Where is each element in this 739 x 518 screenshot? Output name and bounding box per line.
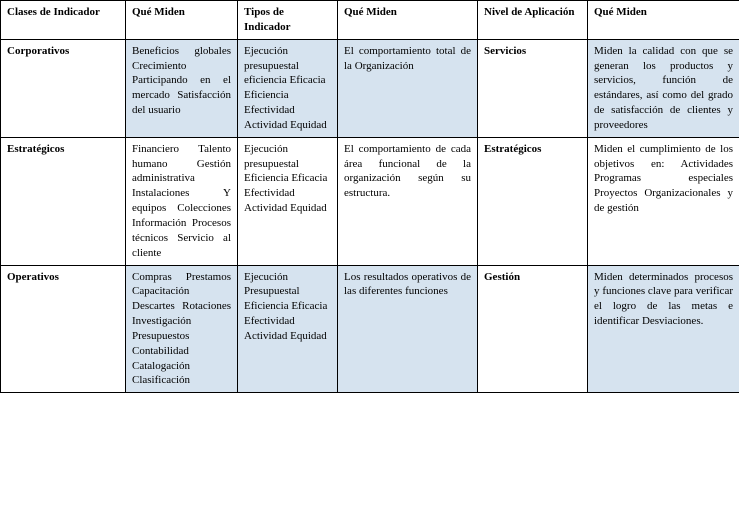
table-row: Estratégicos Financiero Talento humano G…	[1, 137, 739, 265]
cell-clase: Corporativos	[1, 39, 126, 137]
cell-que-miden-1: Financiero Talento humano Gestión admini…	[126, 137, 238, 265]
cell-clase: Operativos	[1, 265, 126, 393]
indicator-table: Clases de Indicador Qué Miden Tipos de I…	[0, 0, 739, 393]
cell-que-miden-2: Los resultados operativos de las diferen…	[338, 265, 478, 393]
table-row: Operativos Compras Prestamos Capacitació…	[1, 265, 739, 393]
cell-nivel: Estratégicos	[478, 137, 588, 265]
cell-nivel: Servicios	[478, 39, 588, 137]
cell-que-miden-2: El comportamiento total de la Organizaci…	[338, 39, 478, 137]
cell-que-miden-1: Beneficios globales Crecimiento Particip…	[126, 39, 238, 137]
cell-que-miden-3: Miden el cumplimiento de los objetivos e…	[588, 137, 739, 265]
cell-que-miden-2: El comportamiento de cada área funcional…	[338, 137, 478, 265]
cell-clase: Estratégicos	[1, 137, 126, 265]
cell-tipos: Ejecución presupuestal Eficiencia Eficac…	[238, 137, 338, 265]
header-nivel: Nivel de Aplicación	[478, 1, 588, 40]
table-row: Corporativos Beneficios globales Crecimi…	[1, 39, 739, 137]
cell-nivel: Gestión	[478, 265, 588, 393]
header-que-miden-3: Qué Miden	[588, 1, 739, 40]
header-classes: Clases de Indicador	[1, 1, 126, 40]
cell-que-miden-3: Miden la calidad con que se generan los …	[588, 39, 739, 137]
header-tipos: Tipos de Indicador	[238, 1, 338, 40]
cell-tipos: Ejecución presupuestal eficiencia Eficac…	[238, 39, 338, 137]
header-que-miden-1: Qué Miden	[126, 1, 238, 40]
header-row: Clases de Indicador Qué Miden Tipos de I…	[1, 1, 739, 40]
cell-que-miden-3: Miden determinados procesos y funciones …	[588, 265, 739, 393]
cell-tipos: Ejecución Presupuestal Eficiencia Eficac…	[238, 265, 338, 393]
header-que-miden-2: Qué Miden	[338, 1, 478, 40]
cell-que-miden-1: Compras Prestamos Capacitación Descartes…	[126, 265, 238, 393]
